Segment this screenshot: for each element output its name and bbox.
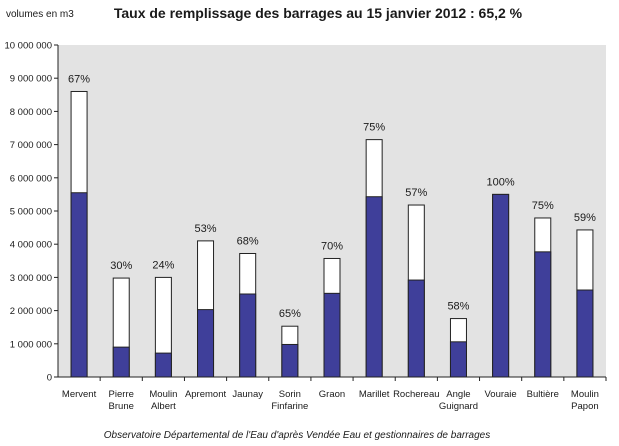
y-tick-label: 2 000 000 <box>10 306 52 317</box>
fill-rate-label: 75% <box>532 200 554 212</box>
x-tick-label: Sorin Finfarine <box>271 389 308 412</box>
filled-volume-bar <box>534 251 552 378</box>
fill-rate-label: 24% <box>152 259 174 271</box>
filled-volume-bar <box>323 292 341 378</box>
filled-volume-bar <box>197 309 215 378</box>
x-tick-label: Rochereau <box>393 389 439 400</box>
bars <box>70 90 594 378</box>
x-tick-label: Mervent <box>62 389 97 400</box>
fill-rate-label: 59% <box>574 212 596 224</box>
filled-volume-bar <box>281 343 299 378</box>
filled-volume-bar <box>70 192 88 378</box>
fill-rate-label: 70% <box>321 240 343 252</box>
x-tick-label: Vouraie <box>484 389 516 400</box>
y-axis-unit-label: volumes en m3 <box>6 9 74 20</box>
y-axis: 0 1 000 000 2 000 000 3 000 000 4 000 000 5 0… <box>4 41 59 384</box>
x-tick-label: Moulin Papon <box>571 389 599 412</box>
fill-rate-label: 65% <box>279 308 301 320</box>
filled-volume-bar <box>576 289 594 378</box>
y-tick-label: 4 000 000 <box>10 240 52 251</box>
y-tick-label: 0 <box>47 373 52 384</box>
filled-volume-bar <box>449 341 467 378</box>
y-tick-label: 7 000 000 <box>10 140 52 151</box>
fill-rate-label: 67% <box>68 73 90 85</box>
x-tick-label: Angle Guignard <box>439 389 478 412</box>
y-tick-label: 5 000 000 <box>10 207 52 218</box>
filled-volume-bar <box>239 293 257 378</box>
chart-title: Taux de remplissage des barrages au 15 j… <box>114 5 523 21</box>
source-note: Observatoire Départemental de l'Eau d'ap… <box>104 430 490 441</box>
fill-rate-label: 30% <box>110 260 132 272</box>
x-tick-label: Apremont <box>185 389 227 400</box>
y-tick-label: 3 000 000 <box>10 273 52 284</box>
x-axis: Mervent Pierre Brune Moulin Albert Apremont Ja… <box>58 376 607 412</box>
filled-volume-bar <box>154 352 172 378</box>
filled-volume-bar <box>365 196 383 378</box>
fill-rate-label: 75% <box>363 122 385 134</box>
filled-volume-bar <box>407 279 425 378</box>
x-tick-label: Graon <box>319 389 345 400</box>
x-tick-label: Jaunay <box>232 389 263 400</box>
y-tick-label: 8 000 000 <box>10 107 52 118</box>
fill-rate-label: 100% <box>487 176 515 188</box>
fill-rate-label: 58% <box>447 301 469 313</box>
filled-volume-bar <box>112 346 130 378</box>
fill-rate-label: 53% <box>195 223 217 235</box>
fill-rate-labels: 67% 30% 24% 53% 68% 65% 70% 75% 57% 58% 100% 75% 59% <box>68 73 596 320</box>
filled-volume-bar <box>492 193 510 378</box>
y-tick-label: 6 000 000 <box>10 173 52 184</box>
fill-rate-label: 57% <box>405 187 427 199</box>
x-tick-label: Pierre Brune <box>109 389 134 412</box>
x-tick-label: Moulin Albert <box>149 389 177 412</box>
y-tick-label: 10 000 000 <box>4 41 52 52</box>
x-tick-label: Marillet <box>359 389 390 400</box>
x-tick-label: Bultière <box>527 389 559 400</box>
y-tick-label: 9 000 000 <box>10 74 52 85</box>
y-tick-label: 1 000 000 <box>10 339 52 350</box>
fill-rate-label: 68% <box>237 235 259 247</box>
